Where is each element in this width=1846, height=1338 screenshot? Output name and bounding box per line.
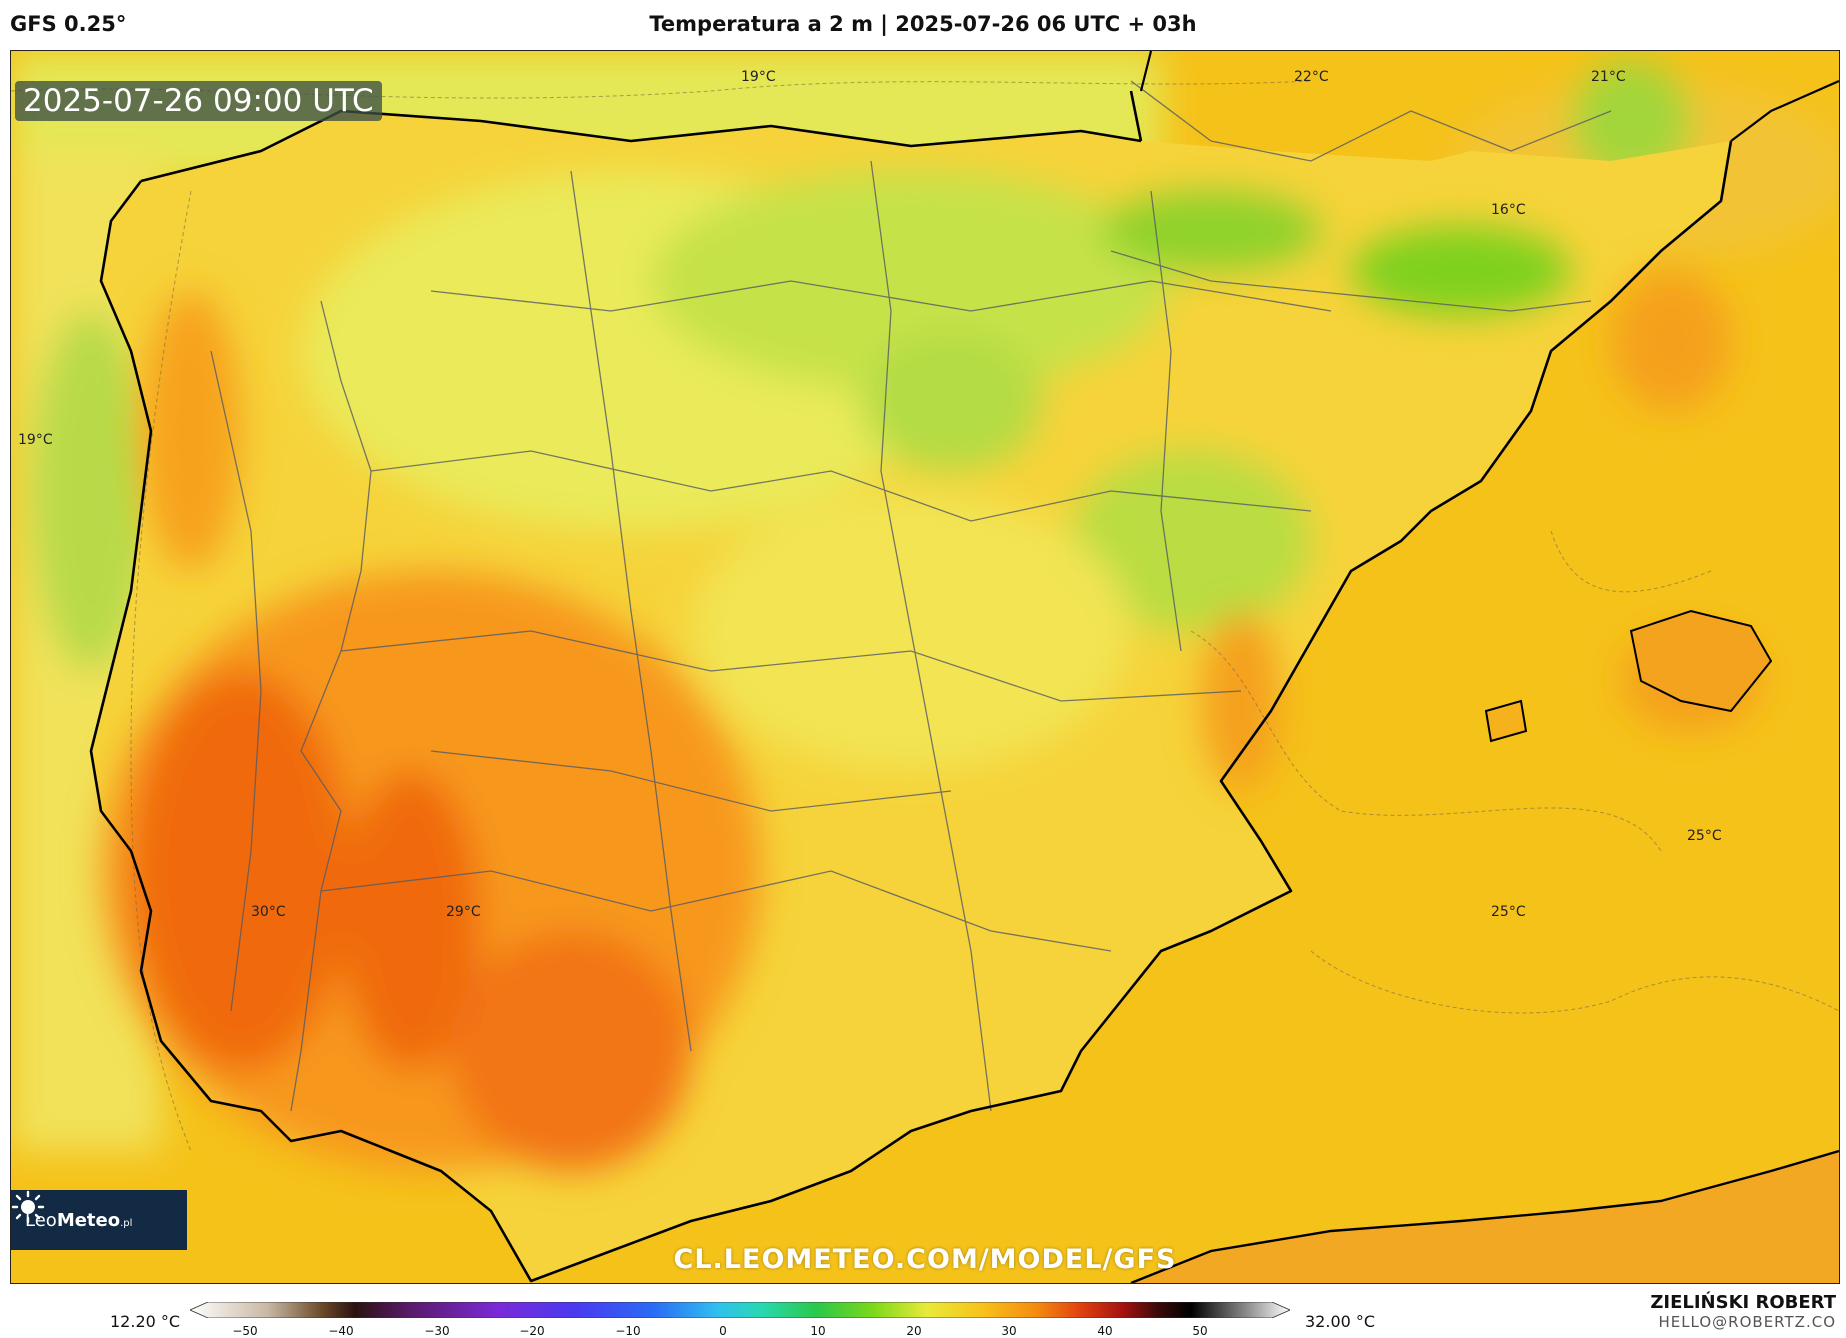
author-email[interactable]: HELLO@ROBERTZ.CO <box>1658 1313 1836 1331</box>
border-region-3 <box>320 870 1112 952</box>
iso-label: 19°C <box>18 432 53 448</box>
legend-tick: 20 <box>906 1324 922 1338</box>
pyrenees-green-1 <box>1101 191 1321 271</box>
legend-tick: −50 <box>232 1324 258 1338</box>
contour-3 <box>1190 630 1662 852</box>
border-region-1 <box>370 450 1312 522</box>
contour-5 <box>1550 530 1712 593</box>
contour-2 <box>130 190 192 1152</box>
border-region-5 <box>870 160 992 1112</box>
alentejo-hot <box>131 671 351 1071</box>
author-credit: ZIELIŃSKI ROBERT HELLO@ROBERTZ.CO <box>1650 1292 1836 1331</box>
ebro-green <box>1071 451 1311 631</box>
header-bar: GFS 0.25° Temperatura a 2 m | 2025-07-26… <box>0 0 1846 50</box>
iso-label: 30°C <box>251 904 286 920</box>
legend-tick: 50 <box>1192 1324 1208 1338</box>
iso-label: 25°C <box>1491 904 1526 920</box>
sun-icon <box>11 1190 45 1224</box>
iso-label: 19°C <box>741 69 776 85</box>
color-legend: 12.20 °C <box>0 1290 1846 1338</box>
map-title: Temperatura a 2 m | 2025-07-26 06 UTC + … <box>649 12 1197 36</box>
border-france-1 <box>1130 80 1612 162</box>
border-region-7 <box>210 350 262 1012</box>
legend-tick: −30 <box>424 1324 450 1338</box>
contour-1 <box>11 80 1312 99</box>
logo-text: LeoMeteo.pl <box>25 1210 132 1231</box>
north-africa-land <box>1131 1151 1839 1283</box>
catalonia-warm <box>1611 271 1731 411</box>
colorbar <box>190 1302 1290 1318</box>
map-canvas <box>11 51 1839 1283</box>
alps-cool-spot <box>1571 61 1691 181</box>
model-label: GFS 0.25° <box>10 12 127 36</box>
source-url-watermark[interactable]: CL.LEOMETEO.COM/MODEL/GFS <box>673 1244 1177 1275</box>
atlantic-cool-spot <box>31 311 151 671</box>
africa-coastline <box>1130 1149 1839 1283</box>
border-region-8 <box>430 750 952 812</box>
mallorca <box>1629 609 1773 713</box>
andalusia-hot <box>451 931 691 1171</box>
border-region-2 <box>340 630 1242 702</box>
valid-time-badge: 2025-07-26 09:00 UTC <box>15 81 382 121</box>
iso-label: 16°C <box>1491 202 1526 218</box>
legend-max-value: 32.00 °C <box>1305 1312 1376 1331</box>
legend-tick: −10 <box>615 1324 641 1338</box>
extremadura-hot <box>341 771 481 1071</box>
iso-label: 21°C <box>1591 69 1626 85</box>
border-france-spain <box>1110 250 1592 312</box>
border-portugal-spain <box>290 300 372 1112</box>
north-green-band <box>651 171 1171 391</box>
iso-label: 22°C <box>1294 69 1329 85</box>
legend-tick: 30 <box>1001 1324 1017 1338</box>
border-region-9 <box>430 280 1332 312</box>
pyrenees-green-2 <box>1351 226 1571 316</box>
portugal-coast-warm <box>141 291 241 571</box>
border-region-6 <box>1150 190 1182 652</box>
logo-brand-bold: Meteo <box>56 1209 121 1231</box>
legend-min-value: 12.20 °C <box>110 1312 181 1331</box>
author-name: ZIELIŃSKI ROBERT <box>1650 1292 1836 1313</box>
temperature-map[interactable]: 2025-07-26 09:00 UTC 19°C 22°C 21°C 16°C… <box>10 50 1840 1284</box>
ibiza <box>1484 699 1528 743</box>
legend-tick: 10 <box>810 1324 826 1338</box>
iso-label: 29°C <box>446 904 481 920</box>
contour-4 <box>1310 950 1839 1014</box>
iso-label: 25°C <box>1687 828 1722 844</box>
leometeo-logo[interactable]: LeoMeteo.pl <box>11 1190 187 1250</box>
coastline <box>89 90 1733 1283</box>
castile-green <box>861 331 1041 471</box>
legend-tick: −40 <box>328 1324 354 1338</box>
valencia-warm <box>1201 611 1281 791</box>
legend-tick: 40 <box>1097 1324 1113 1338</box>
logo-brand-light: Leo <box>25 1209 57 1231</box>
logo-suffix: .pl <box>120 1217 133 1229</box>
border-region-4 <box>570 170 692 1052</box>
legend-tick: −20 <box>519 1324 545 1338</box>
legend-tick: 0 <box>719 1324 727 1338</box>
france-coastline <box>1139 51 1839 142</box>
